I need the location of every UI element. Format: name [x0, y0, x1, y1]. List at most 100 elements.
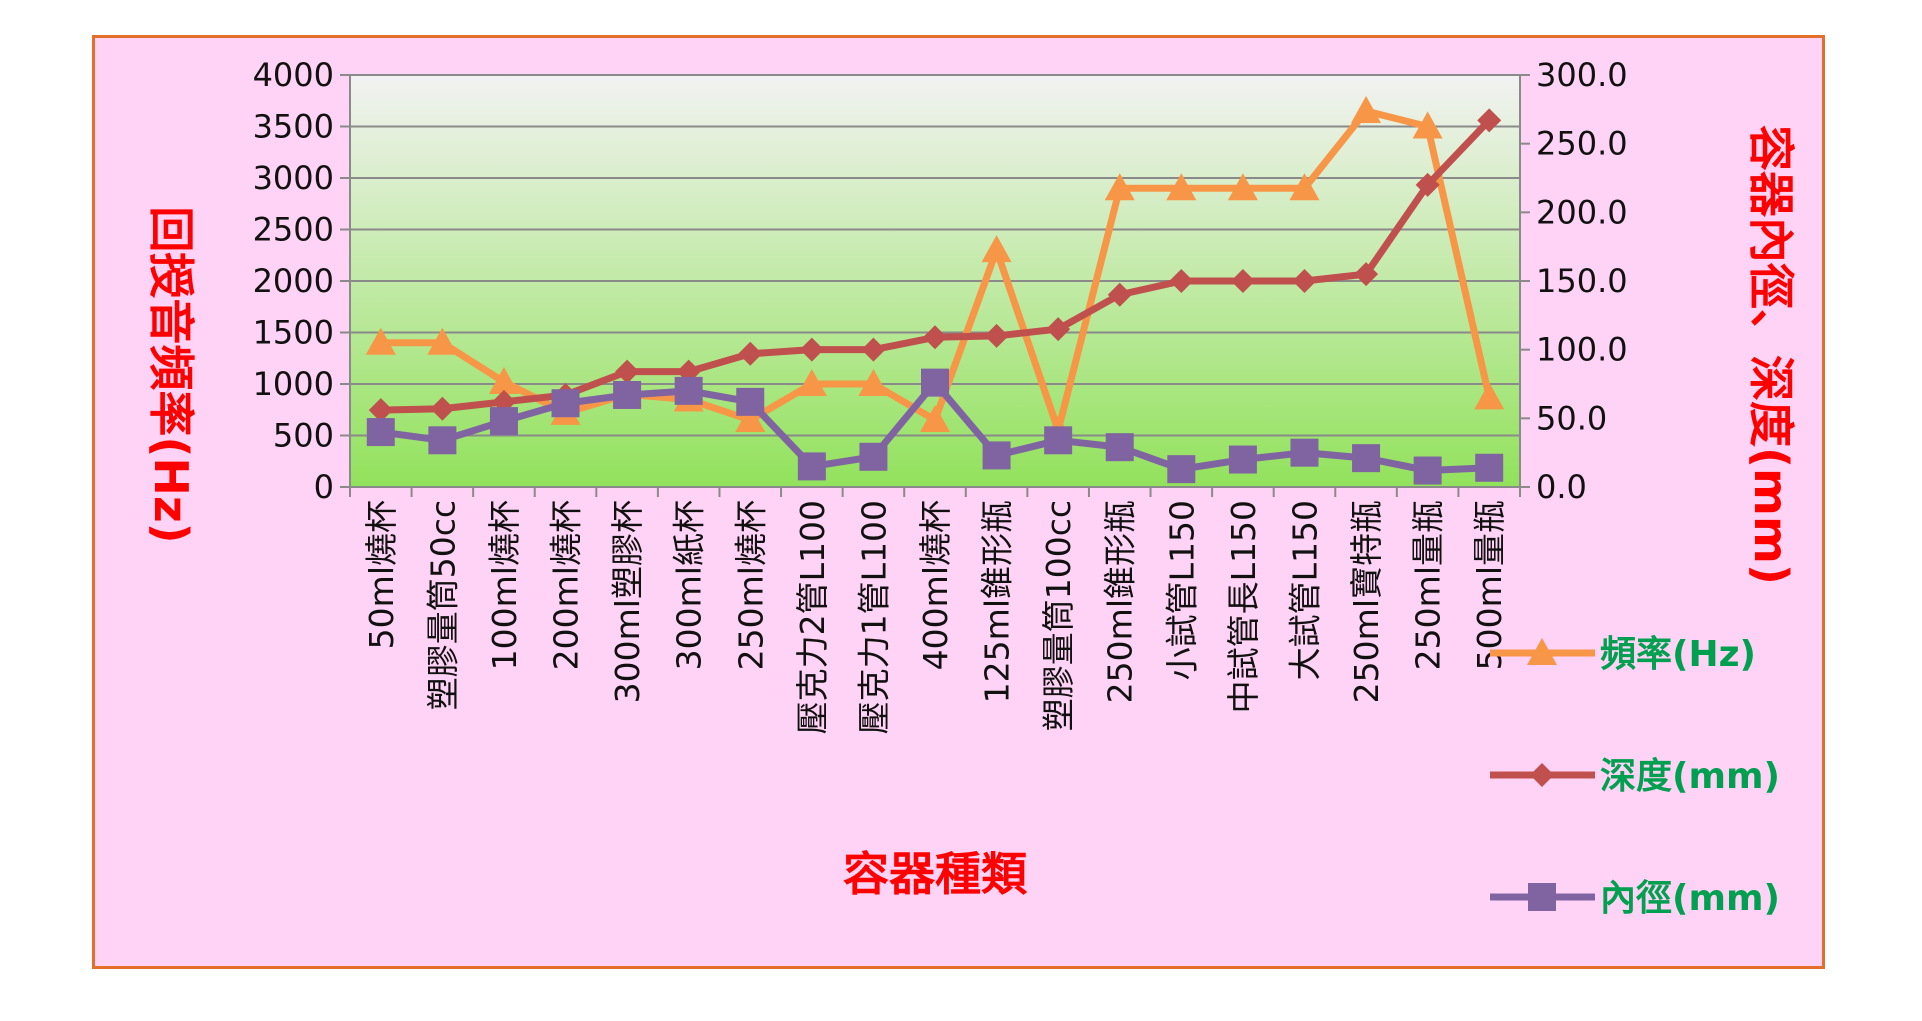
data-point-frequency [1104, 173, 1135, 201]
data-point-depth [1046, 317, 1071, 342]
data-point-frequency [1227, 173, 1258, 201]
x-tick-label: 250ml寶特瓶 [1347, 500, 1386, 703]
data-point-depth [984, 323, 1009, 348]
x-tick-label: 125ml錐形瓶 [978, 500, 1017, 703]
data-point-depth [1477, 108, 1502, 133]
data-point-depth [799, 337, 824, 362]
x-tick-label: 250ml錐形瓶 [1101, 500, 1140, 703]
x-tick-label: 300ml紙杯 [670, 500, 709, 670]
data-point-diameter [1413, 456, 1442, 485]
y-axis-right-title: 容器內徑、深度(mm) [1744, 125, 1798, 585]
data-point-diameter [859, 442, 888, 471]
data-point-diameter [674, 376, 703, 405]
data-point-depth [861, 337, 886, 362]
legend: 頻率(Hz) 深度(mm) 內徑(mm) [1490, 634, 1780, 919]
x-tick-label: 400ml燒杯 [916, 500, 955, 670]
legend-marker-frequency [1527, 638, 1557, 665]
legend-marker-depth [1530, 763, 1554, 787]
data-point-depth [738, 341, 763, 366]
data-point-frequency [488, 366, 519, 394]
y-axis-left-title: 回授音頻率(Hz) [144, 206, 198, 543]
data-point-depth [1230, 269, 1255, 293]
data-point-frequency [1351, 96, 1382, 124]
y-left-tick-label: 500 [273, 417, 334, 455]
y-right-tick-label: 300.0 [1536, 56, 1628, 94]
data-point-depth [368, 398, 393, 423]
data-point-diameter [1167, 455, 1196, 484]
series-group [365, 96, 1505, 485]
x-tick-label: 250ml燒杯 [731, 500, 770, 670]
x-tick-label: 中試管長L150 [1224, 500, 1263, 713]
x-tick-label: 壓克力2管L100 [793, 500, 832, 734]
data-point-depth [1169, 269, 1194, 293]
x-tick-label: 300ml塑膠杯 [608, 500, 647, 703]
legend-label-depth: 深度(mm) [1600, 756, 1780, 797]
data-point-frequency [427, 327, 458, 355]
x-tick-label: 250ml量瓶 [1409, 500, 1448, 670]
data-point-frequency [920, 405, 950, 433]
data-point-frequency [365, 327, 396, 355]
y-left-tick-label: 2000 [253, 262, 334, 300]
data-point-depth [1354, 262, 1379, 287]
y-left-tick-label: 3000 [253, 159, 334, 197]
x-tick-label: 小試管L150 [1162, 500, 1201, 680]
data-point-diameter [366, 418, 395, 447]
data-point-frequency [796, 369, 827, 396]
data-point-frequency [1474, 382, 1505, 410]
x-tick-label: 塑膠量筒100cc [1039, 500, 1078, 731]
labels: 容器種類 回授音頻率(Hz) 容器內徑、深度(mm) [144, 125, 1798, 901]
y-right-tick-label: 50.0 [1536, 399, 1607, 437]
x-tick-label: 50ml燒杯 [362, 500, 401, 649]
y-right-tick-label: 150.0 [1536, 262, 1628, 300]
data-point-diameter [921, 368, 949, 397]
y-right-tick-label: 250.0 [1536, 125, 1628, 163]
y-right-tick-label: 200.0 [1536, 193, 1628, 231]
data-point-frequency [981, 235, 1012, 263]
data-point-diameter [982, 441, 1011, 470]
x-tick-label: 塑膠量筒50cc [423, 500, 462, 710]
data-point-diameter [489, 407, 518, 436]
data-point-diameter [1228, 445, 1257, 474]
data-point-depth [1107, 282, 1132, 307]
data-point-frequency [1166, 173, 1197, 201]
data-point-diameter [1290, 438, 1319, 467]
data-point-depth [430, 396, 455, 421]
x-tick-label: 壓克力1管L100 [854, 500, 893, 734]
data-point-diameter [1105, 433, 1134, 462]
data-point-diameter [428, 426, 457, 455]
y-left-tick-label: 0 [314, 468, 334, 506]
data-point-diameter [613, 380, 642, 409]
data-point-diameter [736, 387, 765, 416]
data-point-frequency [1289, 173, 1320, 201]
y-right-tick-label: 0.0 [1536, 468, 1587, 506]
y-left-tick-label: 1500 [253, 314, 334, 352]
x-tick-label: 100ml燒杯 [485, 500, 524, 670]
data-point-depth [1415, 172, 1440, 197]
y-right-tick-label: 100.0 [1536, 331, 1628, 369]
y-left-tick-label: 3500 [253, 108, 334, 146]
x-axis-title: 容器種類 [843, 847, 1028, 901]
data-point-frequency [1412, 111, 1443, 139]
data-point-frequency [858, 369, 889, 396]
data-point-depth [923, 325, 947, 350]
series-diameter [366, 368, 1504, 485]
data-point-depth [615, 359, 640, 384]
x-tick-label: 200ml燒杯 [547, 500, 586, 670]
data-point-frequency [735, 405, 766, 433]
legend-label-diameter: 內徑(mm) [1600, 878, 1780, 919]
data-point-diameter [1352, 444, 1381, 473]
legend-label-frequency: 頻率(Hz) [1600, 634, 1756, 675]
x-tick-label: 大試管L150 [1285, 500, 1324, 680]
data-point-diameter [1044, 426, 1073, 455]
data-point-diameter [551, 389, 580, 418]
legend-marker-diameter [1528, 883, 1556, 911]
axes: 4000 3500 3000 2500 2000 1500 1000 500 0 300.0 250… [253, 56, 1628, 734]
data-point-diameter [1475, 453, 1504, 482]
x-tick-label: 500ml量瓶 [1470, 500, 1509, 670]
y-left-tick-label: 4000 [253, 56, 334, 94]
data-point-diameter [797, 452, 826, 481]
y-left-tick-label: 2500 [253, 211, 334, 249]
data-point-depth [1292, 269, 1317, 293]
y-left-tick-label: 1000 [253, 365, 334, 403]
